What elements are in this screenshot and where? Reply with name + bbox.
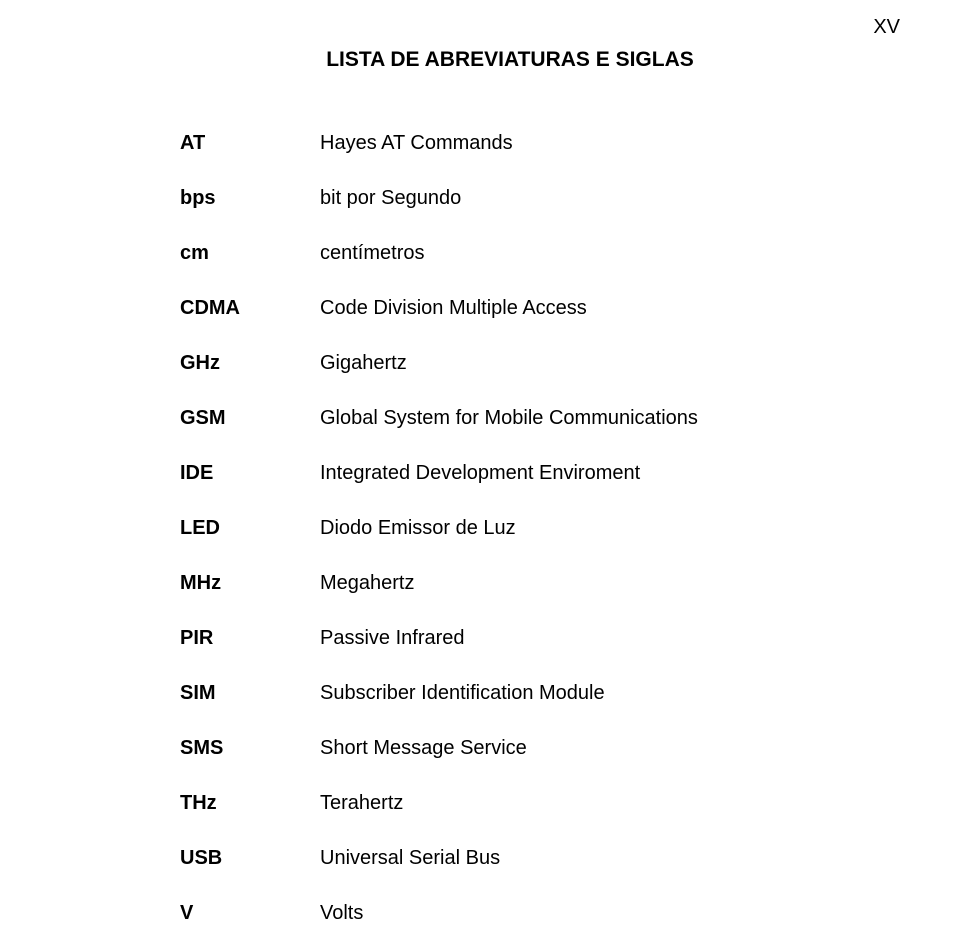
list-item: THzTerahertz — [180, 792, 840, 815]
abbr-term: cm — [180, 242, 320, 265]
list-item: PIRPassive Infrared — [180, 627, 840, 650]
page-title: LISTA DE ABREVIATURAS E SIGLAS — [180, 48, 840, 72]
page: XV LISTA DE ABREVIATURAS E SIGLAS ATHaye… — [0, 0, 960, 911]
abbr-definition: Megahertz — [320, 572, 840, 595]
abbr-term: GHz — [180, 352, 320, 375]
abbr-term: bps — [180, 187, 320, 210]
abbr-term: SIM — [180, 682, 320, 705]
abbr-term: USB — [180, 847, 320, 870]
abbr-term: PIR — [180, 627, 320, 650]
abbr-definition: Gigahertz — [320, 352, 840, 375]
list-item: GSMGlobal System for Mobile Communicatio… — [180, 407, 840, 430]
abbr-term: IDE — [180, 462, 320, 485]
list-item: cmcentímetros — [180, 242, 840, 265]
list-item: LEDDiodo Emissor de Luz — [180, 517, 840, 540]
abbr-definition: Subscriber Identification Module — [320, 682, 840, 705]
list-item: MHzMegahertz — [180, 572, 840, 595]
abbr-term: LED — [180, 517, 320, 540]
abbr-definition: Diodo Emissor de Luz — [320, 517, 840, 540]
abbr-definition: Integrated Development Enviroment — [320, 462, 840, 485]
abbr-term: SMS — [180, 737, 320, 760]
list-item: CDMACode Division Multiple Access — [180, 297, 840, 320]
list-item: SMSShort Message Service — [180, 737, 840, 760]
abbr-definition: centímetros — [320, 242, 840, 265]
abbr-term: GSM — [180, 407, 320, 430]
abbr-definition: Hayes AT Commands — [320, 132, 840, 155]
abbr-definition: Short Message Service — [320, 737, 840, 760]
list-item: VVolts — [180, 902, 840, 925]
abbr-definition: bit por Segundo — [320, 187, 840, 210]
abbr-term: CDMA — [180, 297, 320, 320]
abbr-definition: Code Division Multiple Access — [320, 297, 840, 320]
abbr-term: V — [180, 902, 320, 925]
abbreviation-list: ATHayes AT Commands bpsbit por Segundo cmc… — [180, 132, 840, 925]
list-item: USBUniversal Serial Bus — [180, 847, 840, 870]
list-item: ATHayes AT Commands — [180, 132, 840, 155]
abbr-definition: Universal Serial Bus — [320, 847, 840, 870]
abbr-term: THz — [180, 792, 320, 815]
abbr-definition: Global System for Mobile Communications — [320, 407, 840, 430]
list-item: IDEIntegrated Development Enviroment — [180, 462, 840, 485]
abbr-term: MHz — [180, 572, 320, 595]
abbr-definition: Volts — [320, 902, 840, 925]
page-number: XV — [873, 16, 900, 39]
abbr-definition: Passive Infrared — [320, 627, 840, 650]
abbr-definition: Terahertz — [320, 792, 840, 815]
list-item: GHzGigahertz — [180, 352, 840, 375]
list-item: bpsbit por Segundo — [180, 187, 840, 210]
list-item: SIMSubscriber Identification Module — [180, 682, 840, 705]
abbr-term: AT — [180, 132, 320, 155]
